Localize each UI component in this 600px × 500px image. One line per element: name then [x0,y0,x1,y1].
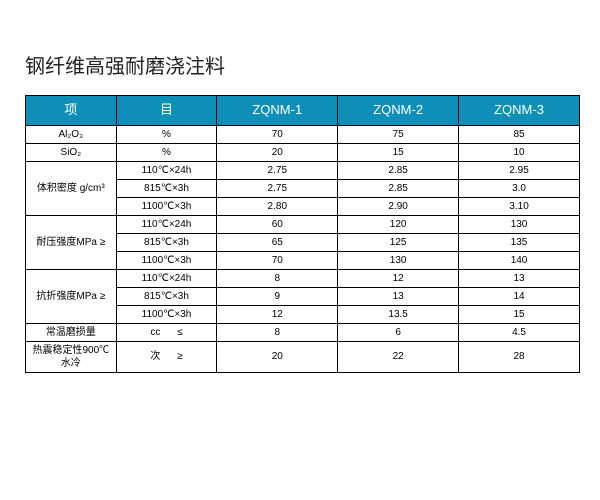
page-title: 钢纤维高强耐磨浇注料 [25,50,580,79]
cell: 2.80 [217,197,338,215]
header-col-3: ZQNM-3 [459,96,580,126]
row-unit: % [116,143,217,161]
cell: 15 [338,143,459,161]
row-unit: cc ≤ [116,323,217,341]
cell: 14 [459,287,580,305]
row-label: Al₂O₃ [26,125,117,143]
cell: 20 [217,143,338,161]
row-cond: 1100℃×3h [116,197,217,215]
cell: 8 [217,269,338,287]
cell: 140 [459,251,580,269]
header-item-1: 项 [26,96,117,126]
row-cond: 110℃×24h [116,215,217,233]
cell: 12 [338,269,459,287]
cell: 130 [338,251,459,269]
cell: 75 [338,125,459,143]
cell: 85 [459,125,580,143]
unit-text: cc [150,327,160,338]
cell: 10 [459,143,580,161]
row-cond: 815℃×3h [116,179,217,197]
row-label-compress: 耐压强度MPa ≥ [26,215,117,269]
row-cond: 815℃×3h [116,287,217,305]
cell: 70 [217,251,338,269]
row-unit: 次 ≥ [116,341,217,372]
unit-text: 次 [150,351,160,362]
table-row: 体积密度 g/cm³ 110℃×24h 2.75 2.85 2.95 [26,161,580,179]
cell: 22 [338,341,459,372]
cell: 60 [217,215,338,233]
cell: 3.10 [459,197,580,215]
cell: 135 [459,233,580,251]
cmp-text: ≤ [177,327,183,338]
cell: 13 [338,287,459,305]
cell: 120 [338,215,459,233]
row-label-thermal: 热震稳定性900℃水冷 [26,341,117,372]
row-cond: 110℃×24h [116,269,217,287]
cell: 8 [217,323,338,341]
cell: 125 [338,233,459,251]
cell: 9 [217,287,338,305]
cell: 2.85 [338,179,459,197]
cmp-text: ≥ [177,351,183,362]
cell: 65 [217,233,338,251]
table-row: 热震稳定性900℃水冷 次 ≥ 20 22 28 [26,341,580,372]
cell: 70 [217,125,338,143]
cell: 3.0 [459,179,580,197]
header-row: 项 目 ZQNM-1 ZQNM-2 ZQNM-3 [26,96,580,126]
cell: 12 [217,305,338,323]
cell: 6 [338,323,459,341]
cell: 13.5 [338,305,459,323]
row-cond: 1100℃×3h [116,305,217,323]
row-cond: 110℃×24h [116,161,217,179]
row-label-wear: 常温磨损量 [26,323,117,341]
cell: 2.85 [338,161,459,179]
row-cond: 815℃×3h [116,233,217,251]
row-label-flexural: 抗折强度MPa ≥ [26,269,117,323]
cell: 2.90 [338,197,459,215]
cell: 2.75 [217,179,338,197]
row-label-density: 体积密度 g/cm³ [26,161,117,215]
table-row: 常温磨损量 cc ≤ 8 6 4.5 [26,323,580,341]
table-row: 耐压强度MPa ≥ 110℃×24h 60 120 130 [26,215,580,233]
header-col-1: ZQNM-1 [217,96,338,126]
cell: 28 [459,341,580,372]
table-row: Al₂O₃ % 70 75 85 [26,125,580,143]
cell: 13 [459,269,580,287]
row-cond: 1100℃×3h [116,251,217,269]
header-item-2: 目 [116,96,217,126]
cell: 15 [459,305,580,323]
cell: 20 [217,341,338,372]
table-row: 抗折强度MPa ≥ 110℃×24h 8 12 13 [26,269,580,287]
row-label: SiO₂ [26,143,117,161]
cell: 2.75 [217,161,338,179]
header-col-2: ZQNM-2 [338,96,459,126]
cell: 130 [459,215,580,233]
cell: 2.95 [459,161,580,179]
spec-table: 项 目 ZQNM-1 ZQNM-2 ZQNM-3 Al₂O₃ % 70 75 8… [25,95,580,373]
cell: 4.5 [459,323,580,341]
row-unit: % [116,125,217,143]
table-row: SiO₂ % 20 15 10 [26,143,580,161]
